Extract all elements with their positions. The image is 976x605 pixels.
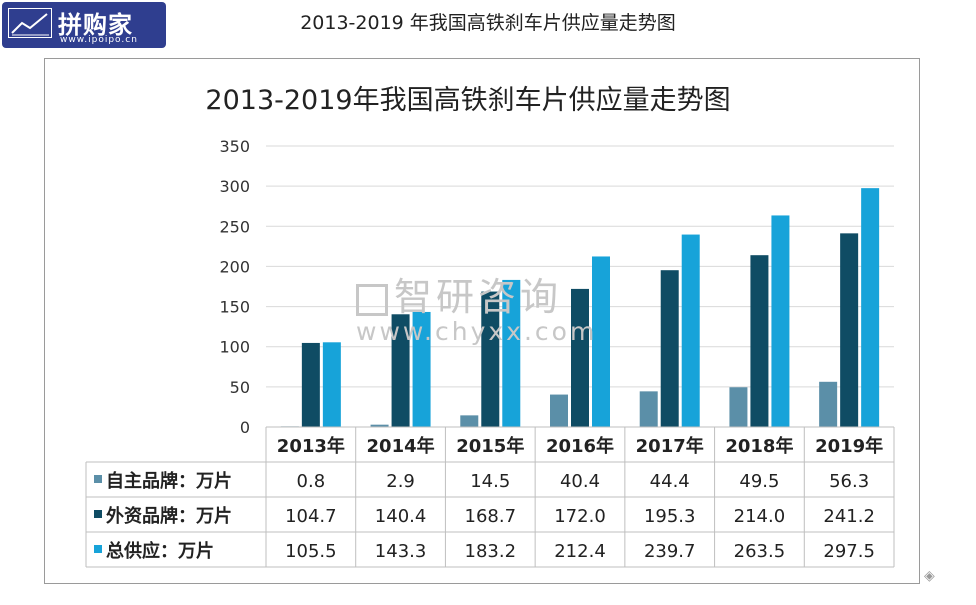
y-tick-label: 350 [219,137,250,156]
page-title: 2013-2019 年我国高铁刹车片供应量走势图 [300,12,676,34]
data-label: 140.4 [375,506,427,527]
bar [639,391,658,427]
legend-label: 外资品牌：万片 [106,505,232,527]
bar [571,288,589,427]
bar [861,188,880,427]
legend-label: 总供应：万片 [106,540,214,562]
bar [460,415,479,427]
x-tick-label: 2018年 [725,435,793,457]
data-label: 49.5 [739,471,779,492]
bar [840,233,859,427]
data-label: 183.2 [465,541,517,562]
bar [750,255,769,427]
legend-label: 自主品牌：万片 [106,470,232,492]
bar [681,234,700,427]
bar [502,279,521,427]
bar [771,215,790,427]
data-label: 212.4 [554,541,606,562]
logo-url: www.ipoipo.cn [60,35,138,45]
bar [592,256,610,427]
legend-swatch [94,545,102,553]
resize-handle-icon: ◈ [924,568,935,584]
bar [481,291,500,427]
x-tick-label: 2014年 [367,435,435,457]
y-tick-label: 0 [240,418,250,437]
legend-swatch [94,510,102,518]
bar [391,314,410,427]
data-label: 56.3 [829,471,869,492]
bar [322,342,341,427]
bar [370,424,389,427]
data-label: 239.7 [644,541,696,562]
data-table: 2013年 2014年 2015年 2016年 2017年 2018年 2019年自主品牌：… [85,426,895,568]
data-label: 44.4 [650,471,690,492]
gridlines: 0 50 100 150 200 250 300 350 [219,137,894,437]
data-label: 172.0 [554,506,606,527]
logo-text: 拼购家 [58,11,133,39]
data-label: 214.0 [734,506,786,527]
y-tick-label: 250 [219,217,250,236]
y-tick-label: 100 [219,338,250,357]
data-label: 263.5 [734,541,786,562]
bar [301,342,320,427]
data-label: 40.4 [560,471,600,492]
data-label: 105.5 [285,541,337,562]
bar-group [280,188,880,427]
bar [819,381,838,427]
data-label: 2.9 [386,471,415,492]
data-label: 195.3 [644,506,696,527]
data-label: 143.3 [375,541,427,562]
y-tick-label: 200 [219,257,250,276]
x-tick-label: 2015年 [456,435,524,457]
data-label: 241.2 [823,506,875,527]
bar [729,387,748,427]
chart-icon [8,8,52,38]
chart-title: 2013-2019年我国高铁刹车片供应量走势图 [205,85,731,116]
data-label: 14.5 [470,471,510,492]
data-label: 297.5 [823,541,875,562]
y-tick-label: 150 [219,298,250,317]
y-tick-label: 300 [219,177,250,196]
legend-swatch [94,475,102,483]
y-tick-label: 50 [230,378,250,397]
x-tick-label: 2019年 [815,435,883,457]
x-tick-label: 2016年 [546,435,614,457]
x-tick-label: 2017年 [636,435,704,457]
bar [660,270,679,427]
x-tick-label: 2013年 [277,435,345,457]
data-label: 104.7 [285,506,337,527]
site-logo[interactable]: 拼购家 www.ipoipo.cn [2,2,166,48]
data-label: 0.8 [297,471,326,492]
data-label: 168.7 [465,506,517,527]
bar [550,394,568,427]
bar [412,311,431,427]
